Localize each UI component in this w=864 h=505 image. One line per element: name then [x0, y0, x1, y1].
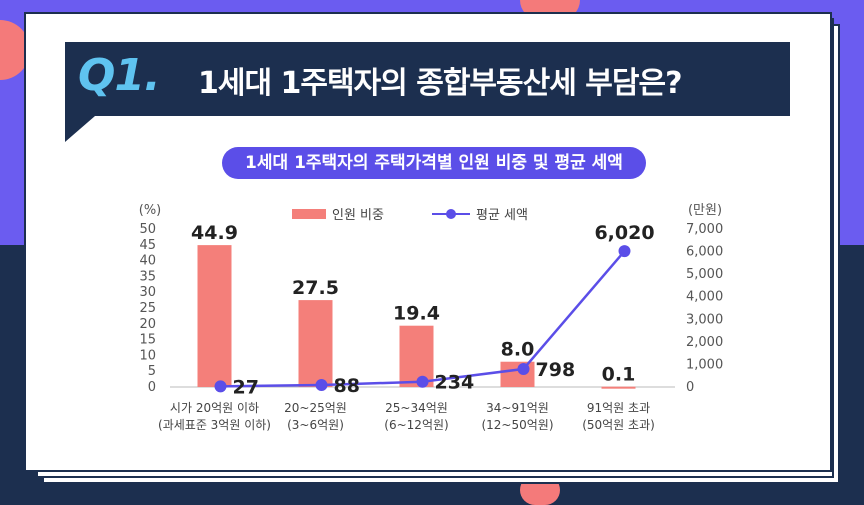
line-value-label: 88: [334, 375, 360, 397]
bar-value-label: 19.4: [393, 303, 440, 325]
left-tick-label: 0: [148, 380, 156, 395]
page-title: 1세대 1주택자의 종합부동산세 부담은?: [198, 66, 682, 101]
category-sublabel: (과세표준 3억원 이하): [158, 418, 271, 432]
banner-tail: [65, 116, 95, 142]
left-tick-label: 25: [139, 301, 156, 316]
category-label: 20~25억원: [284, 401, 347, 415]
left-tick-label: 30: [139, 285, 156, 300]
left-axis-unit: (%): [139, 203, 162, 218]
bar: [500, 361, 535, 387]
category-sublabel: (50억원 초과): [582, 418, 655, 432]
category-sublabel: (3~6억원): [287, 418, 344, 432]
left-tick-label: 35: [139, 269, 156, 284]
left-tick-label: 50: [139, 222, 156, 237]
line-value-label: 234: [435, 372, 475, 394]
line-value-label: 798: [536, 359, 576, 381]
left-tick-label: 5: [148, 364, 156, 379]
right-tick-label: 5,000: [686, 267, 723, 282]
bar-value-label: 27.5: [292, 277, 339, 299]
line-point: [315, 379, 328, 392]
right-tick-label: 6,000: [686, 245, 723, 260]
left-tick-label: 10: [139, 348, 156, 363]
left-tick-label: 20: [139, 317, 156, 332]
right-tick-label: 0: [686, 380, 694, 395]
right-tick-label: 1,000: [686, 357, 723, 372]
right-tick-label: 7,000: [686, 222, 723, 237]
left-tick-label: 40: [139, 254, 156, 269]
bar-value-label: 0.1: [602, 364, 636, 386]
line-value-label: 27: [233, 376, 259, 398]
bar: [197, 245, 232, 387]
left-tick-label: 45: [139, 238, 156, 253]
line-value-label: 6,020: [594, 222, 654, 244]
chart: (%)05101520253035404550(만원)01,0002,0003,…: [139, 203, 723, 432]
right-tick-label: 2,000: [686, 335, 723, 350]
legend-line-marker: [446, 209, 456, 219]
bar-value-label: 8.0: [501, 339, 535, 361]
right-tick-label: 3,000: [686, 312, 723, 327]
right-axis-unit: (만원): [688, 203, 722, 218]
bar-value-label: 44.9: [191, 222, 238, 244]
title-banner: [65, 42, 790, 116]
category-sublabel: (12~50억원): [481, 418, 553, 432]
left-tick-label: 15: [139, 333, 156, 348]
category-sublabel: (6~12억원): [384, 418, 448, 432]
legend-bar-label: 인원 비중: [332, 208, 384, 223]
line-point: [517, 362, 530, 375]
legend-bar-swatch: [292, 209, 326, 219]
category-label: 91억원 초과: [587, 401, 650, 415]
right-tick-label: 4,000: [686, 290, 723, 305]
bar: [399, 325, 434, 387]
category-label: 시가 20억원 이하: [170, 401, 259, 415]
question-badge: Q1.: [78, 50, 161, 101]
bar: [601, 386, 636, 389]
line-point: [416, 375, 429, 388]
line-point: [618, 245, 631, 258]
legend-line-label: 평균 세액: [476, 208, 528, 223]
chart-title: 1세대 1주택자의 주택가격별 인원 비중 및 평균 세액: [222, 147, 646, 179]
line-point: [214, 380, 227, 393]
category-label: 25~34억원: [385, 401, 448, 415]
category-label: 34~91억원: [486, 401, 549, 415]
bar: [298, 300, 333, 387]
